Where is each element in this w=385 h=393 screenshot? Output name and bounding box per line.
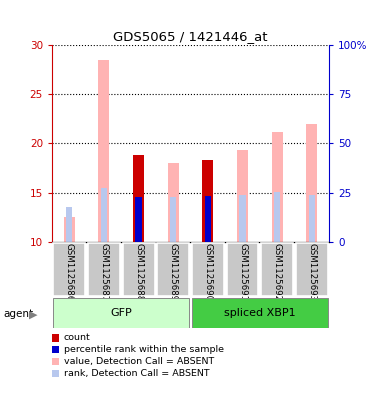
Bar [88,243,120,296]
Text: GSM1125687: GSM1125687 [99,243,109,301]
Text: rank, Detection Call = ABSENT: rank, Detection Call = ABSENT [64,369,209,378]
Bar [306,124,317,242]
Bar [136,197,142,242]
Bar [101,187,107,242]
Text: ▶: ▶ [29,309,37,320]
Text: GSM1125688: GSM1125688 [134,243,143,301]
Bar [237,150,248,242]
Text: GSM1125686: GSM1125686 [65,243,74,301]
Text: spliced XBP1: spliced XBP1 [224,308,296,318]
Bar [170,197,176,242]
Bar [123,243,154,296]
Bar [274,191,280,242]
Text: agent: agent [4,309,34,320]
Bar [157,243,189,296]
Text: GSM1125693: GSM1125693 [307,243,316,301]
Text: GSM1125692: GSM1125692 [273,243,282,301]
Bar [192,298,328,328]
Bar [272,132,283,242]
Text: count: count [64,334,90,342]
Text: value, Detection Call = ABSENT: value, Detection Call = ABSENT [64,357,214,366]
Text: GSM1125689: GSM1125689 [169,243,178,301]
Bar [54,298,189,328]
Bar [239,195,246,242]
Bar [192,243,224,296]
Bar [227,243,258,296]
Title: GDS5065 / 1421446_at: GDS5065 / 1421446_at [113,29,268,42]
Bar [54,243,85,296]
Bar [64,217,75,242]
Bar [203,160,213,242]
Bar [99,60,109,242]
Bar [66,207,72,242]
Bar [261,243,293,296]
Text: percentile rank within the sample: percentile rank within the sample [64,345,224,354]
Bar [296,243,328,296]
Bar [309,195,315,242]
Bar [205,195,211,242]
Text: GFP: GFP [110,308,132,318]
Text: GSM1125690: GSM1125690 [203,243,213,301]
Bar [133,155,144,242]
Bar [168,163,179,242]
Text: GSM1125691: GSM1125691 [238,243,247,301]
